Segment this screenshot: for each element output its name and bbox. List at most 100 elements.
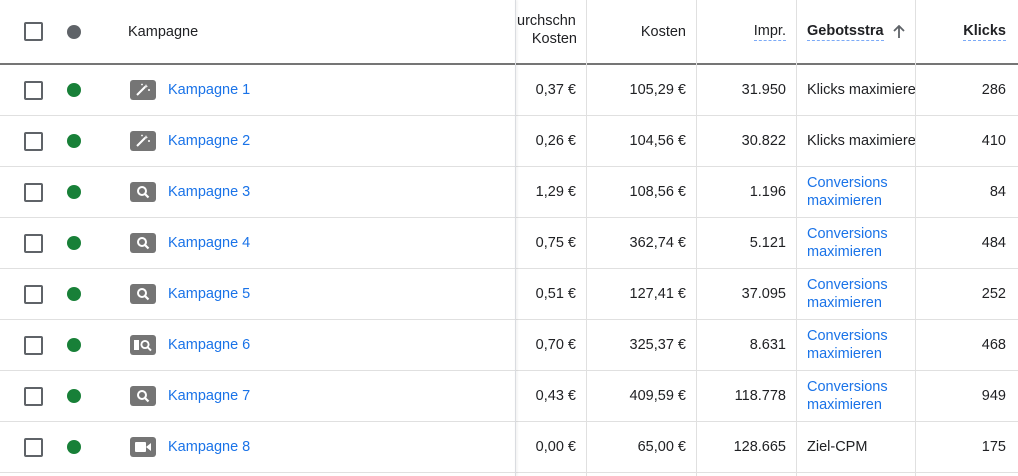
avg-cpc-cell: 0,51 € [517,269,586,319]
row-status-cell [67,320,83,370]
row-status-cell [67,65,83,115]
avg-cpc-header-line2: Kosten [531,31,577,47]
clicks-header[interactable]: Klicks [916,0,1018,63]
clicks-cell: 410 [916,116,1018,166]
avg-cpc-cell: 0,37 € [517,65,586,115]
campaign-type-cell [130,320,156,370]
campaign-type-cell [130,218,156,268]
clicks-value: 410 [981,133,1006,149]
impressions-cell: 5.121 [696,218,796,268]
clicks-value: 175 [981,439,1006,455]
avg-cpc-value: 0,75 € [535,235,576,251]
cost-header[interactable]: Kosten [586,0,696,63]
bid-strategy-cell: Ziel-CPM [797,422,915,472]
status-enabled-icon[interactable] [67,236,81,250]
cost-value: 104,56 € [629,133,686,149]
cost-cell: 362,74 € [586,218,696,268]
campaign-header[interactable]: Kampagne [128,0,428,63]
bid-strategy-value[interactable]: Conversions maximieren [807,379,888,413]
campaign-type-cell [130,422,156,472]
row-select-cell [24,269,44,319]
clicks-cell: 468 [916,320,1018,370]
avg-cpc-cell: 0,00 € [517,422,586,472]
row-checkbox[interactable] [24,182,43,202]
video-camera-icon [130,437,156,457]
impressions-value: 118.778 [734,388,786,404]
select-all-checkbox[interactable] [24,22,43,41]
row-checkbox[interactable] [24,80,43,100]
status-enabled-icon[interactable] [67,389,81,403]
avg-cpc-cell: 0,75 € [517,218,586,268]
bid-strategy-cell: Conversions maximieren [797,320,915,370]
campaign-name-link[interactable]: Kampagne 7 [168,388,251,404]
cost-value: 362,74 € [629,235,686,251]
campaign-type-cell [130,65,156,115]
avg-cpc-cell: 0,70 € [517,320,586,370]
status-enabled-icon[interactable] [67,185,81,199]
row-checkbox[interactable] [24,386,43,406]
impressions-header[interactable]: Impr. [696,0,796,63]
campaign-name-link[interactable]: Kampagne 3 [168,184,251,200]
bid-strategy-value[interactable]: Conversions maximieren [807,277,888,311]
bid-strategy-cell: Conversions maximieren [797,167,915,217]
clicks-header-label: Klicks [963,22,1006,41]
row-checkbox[interactable] [24,284,43,304]
bid-strategy-cell: Conversions maximieren [797,371,915,421]
avg-cpc-header[interactable]: urchschn. Kosten [517,12,577,48]
status-enabled-icon[interactable] [67,338,81,352]
cost-cell: 104,56 € [586,116,696,166]
cost-value: 127,41 € [629,286,686,302]
bid-strategy-cell: Conversions maximieren [797,269,915,319]
bid-strategy-header-label: Gebotsstra [807,22,884,41]
row-checkbox[interactable] [24,131,43,151]
bid-strategy-header[interactable]: Gebotsstra [797,0,915,63]
campaign-name-link[interactable]: Kampagne 4 [168,235,251,251]
row-checkbox[interactable] [24,335,43,355]
status-enabled-icon[interactable] [67,440,81,454]
search-icon [130,182,156,202]
avg-cpc-header-line1: urchschn. [517,13,577,29]
table-row: Kampagne 3 1,29 € 108,56 € 1.196 Convers… [0,167,1018,218]
bid-strategy-value[interactable]: Conversions maximieren [807,328,888,362]
status-enabled-icon[interactable] [67,287,81,301]
campaign-name-link[interactable]: Kampagne 5 [168,286,251,302]
cost-cell: 65,00 € [586,422,696,472]
column-divider [586,0,587,476]
row-select-cell [24,116,44,166]
column-divider [796,0,797,476]
bid-strategy-value[interactable]: Conversions maximieren [807,175,888,209]
row-checkbox[interactable] [24,233,43,253]
cost-value: 409,59 € [629,388,686,404]
campaign-name-link[interactable]: Kampagne 6 [168,337,251,353]
row-status-cell [67,269,83,319]
clicks-cell: 484 [916,218,1018,268]
table-header: Kampagne urchschn. Kosten Kosten Impr. G… [0,0,1018,65]
impressions-cell: 1.196 [696,167,796,217]
row-select-cell [24,320,44,370]
impressions-value: 37.095 [741,286,786,302]
sort-ascending-icon[interactable] [892,24,906,39]
campaign-type-cell [130,167,156,217]
impressions-value: 5.121 [749,235,786,251]
clicks-cell: 84 [916,167,1018,217]
row-checkbox[interactable] [24,437,43,457]
clicks-cell: 252 [916,269,1018,319]
impressions-value: 128.665 [733,439,786,455]
bid-strategy-value: Ziel-CPM [807,439,868,455]
status-enabled-icon[interactable] [67,134,81,148]
table-row: Kampagne 1 0,37 € 105,29 € 31.950 Klicks… [0,65,1018,116]
campaign-name-cell: Kampagne 8 [168,422,498,472]
avg-cpc-value: 0,51 € [535,286,576,302]
campaign-name-link[interactable]: Kampagne 1 [168,82,251,98]
campaign-name-link[interactable]: Kampagne 2 [168,133,251,149]
clicks-value: 484 [981,235,1006,251]
impressions-cell: 37.095 [696,269,796,319]
bid-strategy-cell: Klicks maximieren [797,65,915,115]
status-enabled-icon[interactable] [67,83,81,97]
clicks-cell: 175 [916,422,1018,472]
bid-strategy-value[interactable]: Conversions maximieren [807,226,888,260]
status-header [67,0,83,63]
avg-cpc-value: 0,43 € [535,388,576,404]
magic-wand-icon [130,131,156,151]
campaign-name-link[interactable]: Kampagne 8 [168,439,251,455]
